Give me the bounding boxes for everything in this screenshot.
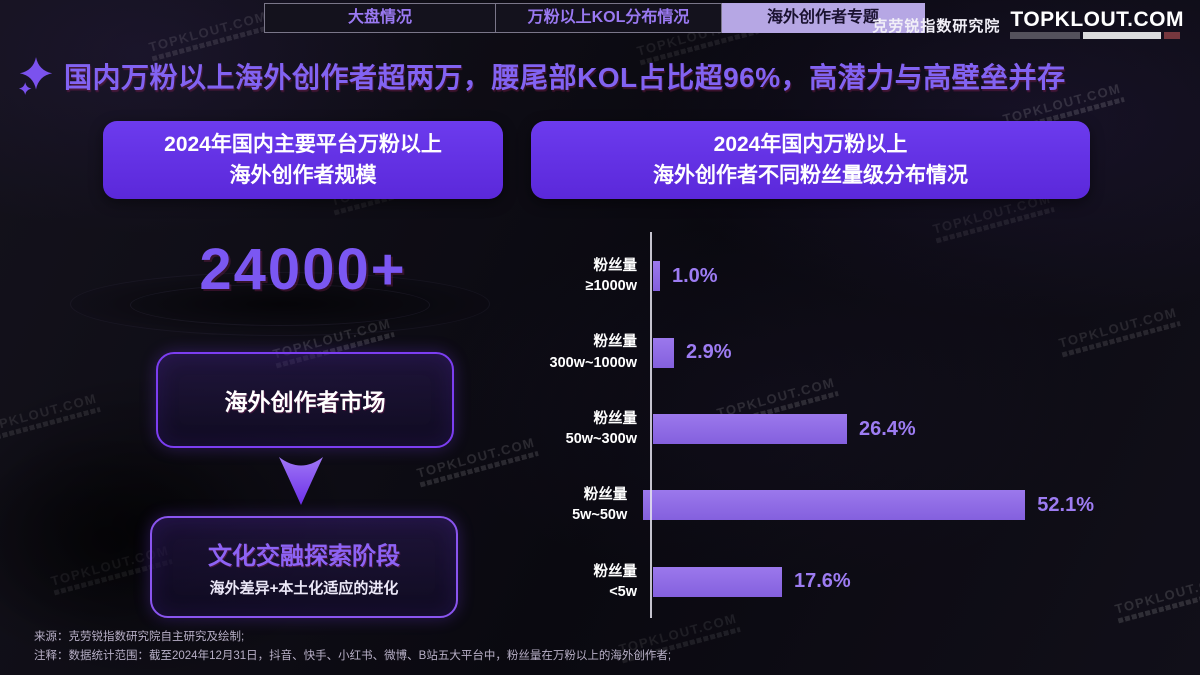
bar [643, 490, 1026, 521]
stage-box-subtitle: 海外差异+本土化适应的进化 [209, 580, 399, 597]
bar-category-label: 粉丝量 50w~300w [565, 410, 637, 448]
bar [653, 337, 674, 368]
bar [653, 566, 782, 597]
bar-value-label: 26.4% [859, 417, 916, 440]
right-panel-header: 2024年国内万粉以上 海外创作者不同粉丝量级分布情况 [531, 121, 1090, 199]
bar-value-label: 17.6% [794, 570, 851, 593]
stage-box-title: 文化交融探索阶段 [208, 543, 400, 570]
bar [653, 261, 660, 292]
page-title: 国内万粉以上海外创作者超两万，腰尾部KOL占比超96%，高潜力与高壁垒并存 [64, 62, 1066, 93]
chart-y-axis-line [650, 232, 652, 618]
sparkle-icon [18, 57, 53, 95]
watermark: TOPKLOUT.COM [1113, 571, 1200, 624]
chart-rows: 粉丝量 ≥1000w 1.0% 粉丝量 300w~1000w 2.9% 粉丝量 50w~300… [532, 238, 1094, 620]
left-panel-header: 2024年国内主要平台万粉以上 海外创作者规模 [103, 121, 503, 199]
creator-count-value: 24000+ [199, 237, 407, 302]
scope-note: 注释：数据统计范围：截至2024年12月31日，抖音、快手、小红书、微博、B站五… [34, 649, 672, 662]
bar-category-label: 粉丝量 ≥1000w [585, 257, 638, 295]
bar-category-label: 粉丝量 300w~1000w [549, 334, 637, 371]
logo-org-name: 克劳锐指数研究院 [872, 18, 1001, 35]
topklout-logo[interactable]: 克劳锐指数研究院 TOPKLOUT.COM [872, 9, 1184, 39]
bar-category-label: 粉丝量 <5w [593, 563, 638, 600]
footnotes: 来源：克劳锐指数研究院自主研究及绘制; 注释：数据统计范围：截至2024年12月… [34, 628, 671, 666]
bar-value-label: 2.9% [686, 341, 732, 364]
tab-market-overview[interactable]: 大盘情况 [264, 3, 496, 33]
watermark-text: TOPKLOUT.COM [0, 390, 99, 437]
watermark-text: TOPKLOUT.COM [1113, 570, 1200, 617]
bar-row: 粉丝量 300w~1000w 2.9% [532, 314, 1094, 390]
bar-value-label: 52.1% [1037, 493, 1094, 516]
down-arrow-icon [279, 457, 323, 505]
watermark-text: TOPKLOUT.COM [147, 8, 269, 55]
logo-site-name: TOPKLOUT.COM [1010, 8, 1184, 31]
bar-category-label: 粉丝量 5w~50w [572, 487, 628, 524]
source-note: 来源：克劳锐指数研究院自主研究及绘制; [34, 631, 245, 643]
market-box-label: 海外创作者市场 [224, 389, 386, 415]
bar-row: 粉丝量 ≥1000w 1.0% [532, 238, 1094, 314]
follower-distribution-chart: 粉丝量 ≥1000w 1.0% 粉丝量 300w~1000w 2.9% 粉丝量 50w~300… [532, 232, 1094, 620]
tab-kol-distribution[interactable]: 万粉以上KOL分布情况 [496, 3, 722, 33]
bar [653, 414, 847, 445]
top-tab-bar: 大盘情况 万粉以上KOL分布情况 海外创作者专题 [264, 3, 925, 33]
watermark: TOPKLOUT.COM [0, 391, 101, 444]
stage-box: 文化交融探索阶段 海外差异+本土化适应的进化 [150, 516, 458, 618]
headline-row: 国内万粉以上海外创作者超两万，腰尾部KOL占比超96%，高潜力与高壁垒并存 [18, 54, 1066, 98]
logo-tagline [1010, 32, 1184, 39]
bar-row: 粉丝量 5w~50w 52.1% [532, 467, 1094, 543]
bar-row: 粉丝量 <5w 17.6% [532, 544, 1094, 620]
bar-row: 粉丝量 50w~300w 26.4% [532, 391, 1094, 467]
market-box: 海外创作者市场 [156, 352, 454, 448]
bar-value-label: 1.0% [672, 264, 718, 287]
tab-overseas-creators[interactable]: 海外创作者专题 [722, 3, 925, 33]
